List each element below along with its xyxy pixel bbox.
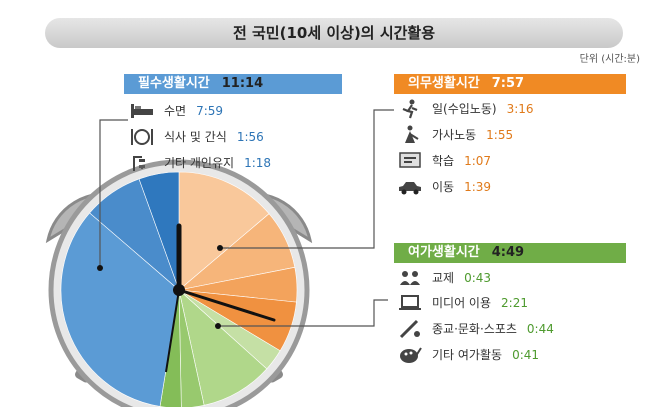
pie-slice-일(수입노동) bbox=[178, 171, 270, 291]
item-value: 0:41 bbox=[512, 348, 540, 362]
item-value: 3:16 bbox=[506, 102, 534, 116]
item-value: 0:44 bbox=[526, 322, 554, 336]
shower-icon bbox=[133, 156, 145, 171]
study-icon bbox=[399, 152, 421, 168]
pie-slice-미디어 이용 bbox=[178, 289, 268, 406]
people-icon bbox=[400, 271, 420, 285]
item-label: 일(수입노동) bbox=[432, 102, 497, 116]
item-label: 식사 및 간식 bbox=[164, 130, 227, 144]
bed-icon bbox=[131, 104, 153, 118]
second-hand bbox=[165, 289, 180, 373]
item-label: 학습 bbox=[432, 154, 455, 168]
obligatory-label: 의무생활시간 bbox=[408, 76, 480, 91]
item-label: 종교·문화·스포츠 bbox=[432, 322, 517, 336]
laptop-icon bbox=[399, 295, 421, 310]
item-value: 7:59 bbox=[196, 104, 224, 118]
pie-slice-종교·문화·스포츠 bbox=[178, 289, 205, 407]
leisure-header: 여가생활시간 4:49 bbox=[394, 243, 626, 263]
leader-obligatory bbox=[220, 109, 394, 249]
essential-label: 필수생활시간 bbox=[138, 76, 210, 91]
item-value: 2:21 bbox=[501, 296, 528, 310]
leader-essential bbox=[99, 119, 128, 268]
sports-icon bbox=[399, 319, 420, 339]
item-label: 교제 bbox=[432, 271, 455, 285]
item-value: 1:07 bbox=[464, 154, 492, 168]
item-label: 수면 bbox=[164, 104, 187, 118]
housework-icon bbox=[405, 125, 419, 143]
leader-leisure bbox=[218, 299, 388, 327]
obligatory-header: 의무생활시간 7:57 bbox=[394, 74, 626, 94]
leisure-total: 4:49 bbox=[491, 245, 525, 260]
worker-icon bbox=[402, 99, 418, 119]
pie-slice-수면 bbox=[60, 212, 180, 407]
item-label: 기타 여가활동 bbox=[432, 348, 503, 362]
item-value: 1:18 bbox=[244, 156, 272, 170]
item-value: 1:56 bbox=[236, 130, 264, 144]
item-label: 미디어 이용 bbox=[432, 296, 492, 310]
essential-total: 11:14 bbox=[221, 76, 264, 91]
minute-hand bbox=[177, 288, 276, 322]
unit-label: 단위 (시간:분) bbox=[579, 54, 640, 65]
palette-icon bbox=[400, 347, 422, 363]
essential-header: 필수생활시간 11:14 bbox=[124, 74, 342, 94]
page-title: 전 국민(10세 이상)의 시간활용 bbox=[45, 18, 623, 48]
leisure-label: 여가생활시간 bbox=[408, 245, 480, 260]
car-icon bbox=[399, 182, 421, 195]
pie-slice-기타 개인유지 bbox=[138, 171, 180, 291]
item-value: 0:43 bbox=[464, 271, 492, 285]
clock-center bbox=[173, 284, 185, 296]
dining-icon bbox=[131, 129, 153, 145]
item-label: 기타 개인유지 bbox=[164, 156, 235, 170]
item-value: 1:39 bbox=[464, 180, 492, 194]
item-label: 이동 bbox=[432, 180, 455, 194]
obligatory-total: 7:57 bbox=[491, 76, 525, 91]
item-label: 가사노동 bbox=[432, 128, 477, 142]
item-value: 1:55 bbox=[486, 128, 514, 142]
